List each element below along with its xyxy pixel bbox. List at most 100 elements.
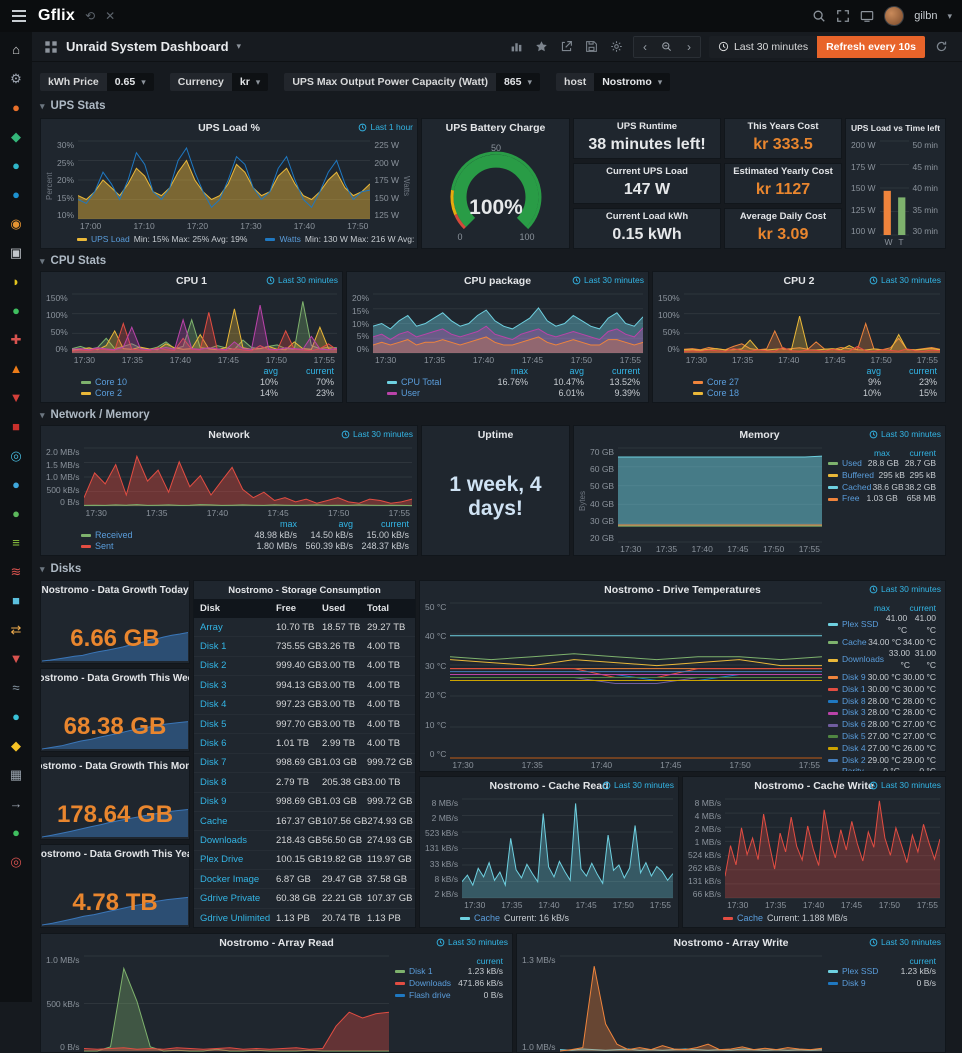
legend-column[interactable]: max — [472, 366, 528, 377]
star-icon[interactable] — [533, 38, 550, 55]
panel-time-range[interactable]: Last 30 minutes — [341, 429, 413, 439]
search-icon[interactable] — [812, 9, 826, 23]
cpu2-chart[interactable] — [684, 293, 940, 354]
disk-link[interactable]: Disk 5 — [200, 719, 276, 730]
panel-title[interactable]: Nostromo - Data Growth Today — [41, 585, 188, 596]
legend-column[interactable]: current — [890, 603, 936, 613]
panel-title[interactable]: CPU 2 — [784, 275, 815, 287]
sidebar-item[interactable]: ● — [5, 184, 27, 205]
legend-row[interactable]: Plex SSD 1.23 kB/s — [828, 966, 936, 978]
legend-column[interactable]: avg — [528, 366, 584, 377]
legend-column[interactable]: max — [241, 519, 297, 530]
sidebar-item[interactable]: ▲ — [5, 358, 27, 379]
panel-title[interactable]: UPS Battery Charge — [446, 122, 546, 134]
legend-column[interactable]: current — [890, 448, 936, 458]
memory-chart[interactable] — [618, 447, 822, 543]
legend-column[interactable]: avg — [222, 366, 278, 377]
array-write-chart[interactable] — [560, 955, 822, 1052]
disk-link[interactable]: Cache — [200, 816, 276, 827]
disk-link[interactable]: Gdrive Private — [200, 893, 276, 904]
legend-row[interactable]: CPU Total 16.76%10.47%13.52% — [387, 377, 640, 388]
sidebar-item[interactable]: ■ — [5, 416, 27, 437]
panel-title[interactable]: Nostromo - Storage Consumption — [228, 585, 381, 596]
disk-link[interactable]: Disk 7 — [200, 757, 276, 768]
fullscreen-icon[interactable] — [836, 9, 850, 23]
sidebar-item[interactable]: ◆ — [5, 735, 27, 756]
panel-title[interactable]: Uptime — [478, 429, 514, 441]
panel-title[interactable]: Nostromo - Data Growth This Week — [40, 673, 190, 684]
sidebar-item[interactable]: ◉ — [5, 213, 27, 234]
time-forward-icon[interactable]: › — [678, 37, 700, 57]
dashboard-grid-icon[interactable] — [44, 40, 58, 54]
panel-title[interactable]: Nostromo - Data Growth This Year — [40, 849, 190, 860]
panel-title[interactable]: UPS Load vs Time left — [851, 123, 940, 133]
panel-title[interactable]: Nostromo - Drive Temperatures — [604, 584, 761, 596]
sidebar-item[interactable]: ✚ — [5, 329, 27, 350]
sidebar-item[interactable]: ● — [5, 822, 27, 843]
disk-link[interactable]: Disk 4 — [200, 699, 276, 710]
section-ups-stats[interactable]: ▾UPS Stats — [40, 100, 106, 112]
sidebar-item[interactable]: ◎ — [5, 445, 27, 466]
network-chart[interactable] — [84, 447, 412, 507]
panel-title[interactable]: UPS Load % — [198, 122, 260, 134]
legend-column[interactable]: current — [584, 366, 640, 377]
variable-value[interactable]: kr▾ — [232, 73, 268, 91]
user-menu[interactable]: gilbn — [914, 10, 937, 22]
disk-link[interactable]: Disk 3 — [200, 680, 276, 691]
panel-title[interactable]: Memory — [739, 429, 779, 441]
panel-title[interactable]: CPU 1 — [176, 275, 207, 287]
legend-row[interactable]: Downloads 471.86 kB/s — [395, 978, 503, 990]
sidebar-item[interactable]: ◆ — [5, 126, 27, 147]
section-network-memory[interactable]: ▾Network / Memory — [40, 409, 150, 421]
panel-title[interactable]: Average Daily Cost — [740, 211, 826, 222]
legend-column[interactable]: avg — [825, 366, 881, 377]
sidebar-item[interactable]: ▼ — [5, 387, 27, 408]
disk-link[interactable]: Disk 8 — [200, 777, 276, 788]
legend-column[interactable]: current — [445, 956, 503, 966]
sidebar-item[interactable]: ● — [5, 474, 27, 495]
sidebar-item[interactable]: ◎ — [5, 851, 27, 872]
cache-write-chart[interactable] — [725, 798, 940, 899]
panel-title[interactable]: Network — [208, 429, 249, 441]
panel-title[interactable]: Nostromo - Cache Write — [754, 780, 873, 792]
legend-row[interactable]: Disk 1 1.23 kB/s — [395, 966, 503, 978]
legend-row[interactable]: Core 10 10%70% — [81, 377, 334, 388]
panel-title[interactable]: UPS Runtime — [617, 121, 677, 132]
sidebar-item[interactable]: ≋ — [5, 561, 27, 582]
share-icon[interactable] — [558, 38, 575, 55]
variable-chip[interactable]: host Nostromo▾ — [556, 73, 670, 91]
panel-title[interactable]: Nostromo - Cache Read — [489, 780, 608, 792]
panel-time-range[interactable]: Last 30 minutes — [602, 780, 674, 790]
disk-link[interactable]: Gdrive Unlimited — [200, 913, 276, 924]
sidebar-item[interactable]: ▣ — [5, 242, 27, 263]
disk-link[interactable]: Disk 6 — [200, 738, 276, 749]
panel-title[interactable]: CPU package — [464, 275, 531, 287]
panel-title[interactable]: Nostromo - Array Write — [674, 937, 789, 949]
panel-time-range[interactable]: Last 30 minutes — [869, 275, 941, 285]
history-icon[interactable]: ⟲ — [85, 9, 95, 23]
avatar[interactable] — [884, 6, 904, 26]
sidebar-item[interactable]: ⇄ — [5, 619, 27, 640]
legend-column[interactable]: avg — [297, 519, 353, 530]
legend-row[interactable]: User 6.01%9.39% — [387, 388, 640, 399]
panel-time-range[interactable]: Last 30 minutes — [266, 275, 338, 285]
sidebar-item[interactable]: ■ — [5, 590, 27, 611]
close-icon[interactable]: ✕ — [105, 9, 115, 23]
legend-column[interactable]: current — [878, 956, 936, 966]
variable-value[interactable]: 865▾ — [496, 73, 540, 91]
zoom-out-icon[interactable] — [656, 37, 678, 57]
